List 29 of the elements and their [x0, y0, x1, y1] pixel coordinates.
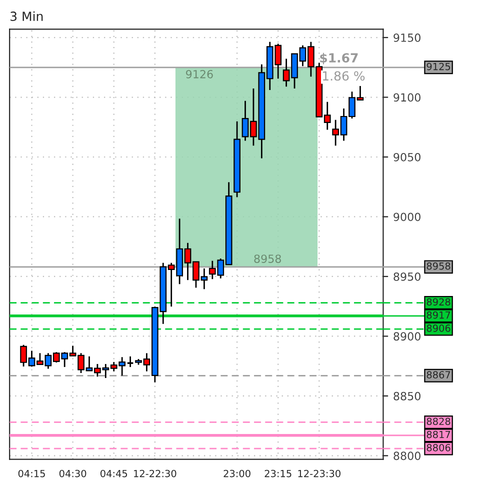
- x-tick-label: 04:15: [18, 470, 45, 478]
- ref-line-label: 8906: [426, 324, 450, 332]
- ref-line-label: 8806: [426, 444, 450, 452]
- ref-line-label: 8958: [426, 262, 450, 270]
- annotation: 9126: [186, 70, 213, 78]
- x-tick-label: 23:00: [224, 470, 250, 478]
- ref-line-label: 9125: [426, 62, 450, 70]
- y-tick-label: 8800: [394, 452, 420, 460]
- annotation: 1.86 %: [322, 71, 365, 81]
- ref-line-label: 8867: [426, 371, 450, 378]
- x-tick-label: 04:45: [100, 470, 128, 478]
- chart-title: 3 Min: [10, 11, 43, 22]
- x-tick-label: 23:15: [264, 470, 292, 478]
- annotation: 8958: [254, 254, 281, 263]
- x-tick-label: 12-22:30: [134, 470, 176, 478]
- ref-line-label: 8928: [426, 298, 450, 306]
- ref-line-label: 8917: [426, 311, 450, 319]
- y-tick-label: 9100: [394, 93, 420, 102]
- y-tick-label: 9050: [394, 152, 420, 162]
- annotation: $1.67: [320, 52, 358, 64]
- y-tick-label: 8950: [394, 272, 420, 281]
- ref-line-label: 8817: [426, 430, 450, 438]
- y-tick-label: 8850: [394, 392, 420, 400]
- x-tick-label: 12-23:30: [298, 470, 340, 478]
- y-tick-label: 9000: [394, 212, 420, 222]
- ref-line-label: 8828: [426, 418, 450, 426]
- x-tick-label: 04:30: [59, 470, 86, 478]
- y-tick-label: 8900: [394, 332, 420, 341]
- y-tick-label: 9150: [394, 34, 420, 42]
